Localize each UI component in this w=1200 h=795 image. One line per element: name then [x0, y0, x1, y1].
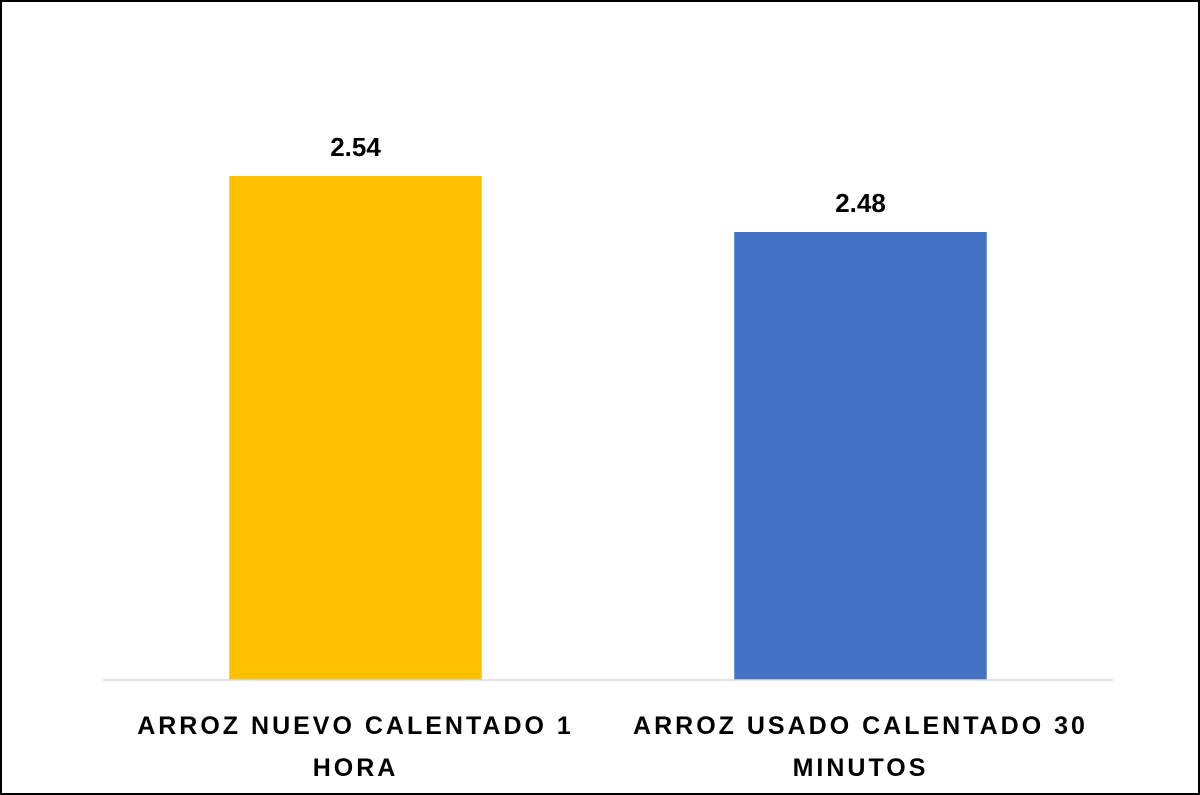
value-label: 2.54 [330, 132, 381, 162]
value-label: 2.48 [835, 188, 886, 218]
x-tick-label: ARROZ NUEVO CALENTADO 1 HORA [137, 712, 574, 782]
x-tick-label: ARROZ USADO CALENTADO 30 MINUTOS [633, 712, 1088, 782]
bar [229, 176, 482, 680]
bar [734, 232, 987, 680]
